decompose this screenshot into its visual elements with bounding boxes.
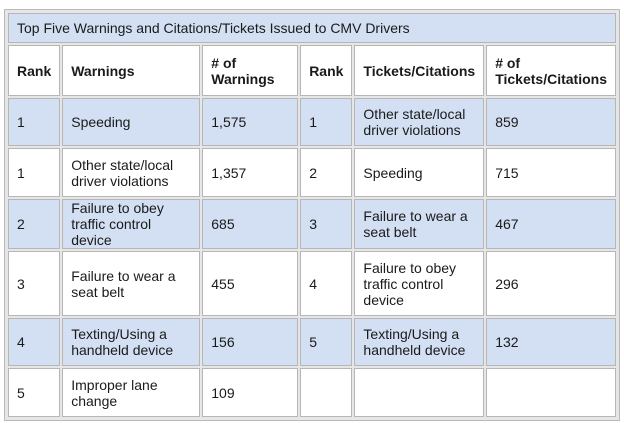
ticket-count: 296 bbox=[486, 251, 616, 316]
header-tickets: Tickets/Citations bbox=[354, 45, 485, 96]
ticket-name: Failure to obey traffic control device bbox=[354, 251, 485, 316]
warning-count: 109 bbox=[202, 368, 299, 417]
ticket-name: Speeding bbox=[354, 148, 485, 197]
table-row: 1 Other state/local driver violations 1,… bbox=[8, 148, 616, 197]
warning-rank: 5 bbox=[8, 368, 61, 417]
table-title: Top Five Warnings and Citations/Tickets … bbox=[8, 13, 616, 44]
warning-name: Texting/Using a handheld device bbox=[62, 317, 201, 367]
warnings-citations-table-container: Top Five Warnings and Citations/Tickets … bbox=[4, 9, 620, 421]
ticket-count: 715 bbox=[486, 148, 616, 197]
warning-count: 156 bbox=[202, 317, 299, 367]
warning-count: 1,575 bbox=[202, 97, 299, 147]
header-num-warnings: # of Warnings bbox=[202, 45, 299, 96]
warning-name: Failure to wear a seat belt bbox=[62, 251, 201, 316]
warning-count: 1,357 bbox=[202, 148, 299, 197]
ticket-name bbox=[354, 368, 485, 417]
table-row: 2 Failure to obey traffic control device… bbox=[8, 198, 616, 250]
table-row: 5 Improper lane change 109 bbox=[8, 368, 616, 417]
warning-name: Improper lane change bbox=[62, 368, 201, 417]
warning-rank: 3 bbox=[8, 251, 61, 316]
header-rank-warnings: Rank bbox=[8, 45, 61, 96]
header-warnings: Warnings bbox=[62, 45, 201, 96]
warning-count: 455 bbox=[202, 251, 299, 316]
warning-rank: 4 bbox=[8, 317, 61, 367]
table-row: 3 Failure to wear a seat belt 455 4 Fail… bbox=[8, 251, 616, 316]
table-row: 4 Texting/Using a handheld device 156 5 … bbox=[8, 317, 616, 367]
ticket-rank: 3 bbox=[300, 198, 353, 250]
ticket-name: Failure to wear a seat belt bbox=[354, 198, 485, 250]
ticket-rank: 4 bbox=[300, 251, 353, 316]
header-rank-tickets: Rank bbox=[300, 45, 353, 96]
ticket-count: 467 bbox=[486, 198, 616, 250]
ticket-rank: 2 bbox=[300, 148, 353, 197]
ticket-rank bbox=[300, 368, 353, 417]
warning-name: Failure to obey traffic control device bbox=[62, 198, 201, 250]
ticket-count: 132 bbox=[486, 317, 616, 367]
ticket-rank: 5 bbox=[300, 317, 353, 367]
ticket-name: Other state/local driver violations bbox=[354, 97, 485, 147]
ticket-name: Texting/Using a handheld device bbox=[354, 317, 485, 367]
warning-count: 685 bbox=[202, 198, 299, 250]
warning-rank: 1 bbox=[8, 97, 61, 147]
warning-name: Other state/local driver violations bbox=[62, 148, 201, 197]
table-row: 1 Speeding 1,575 1 Other state/local dri… bbox=[8, 97, 616, 147]
warning-rank: 1 bbox=[8, 148, 61, 197]
header-num-tickets: # of Tickets/Citations bbox=[486, 45, 616, 96]
ticket-count: 859 bbox=[486, 97, 616, 147]
warnings-citations-table: Top Five Warnings and Citations/Tickets … bbox=[6, 11, 618, 419]
ticket-rank: 1 bbox=[300, 97, 353, 147]
ticket-count bbox=[486, 368, 616, 417]
warning-name: Speeding bbox=[62, 97, 201, 147]
warning-rank: 2 bbox=[8, 198, 61, 250]
header-row: Rank Warnings # of Warnings Rank Tickets… bbox=[8, 45, 616, 96]
